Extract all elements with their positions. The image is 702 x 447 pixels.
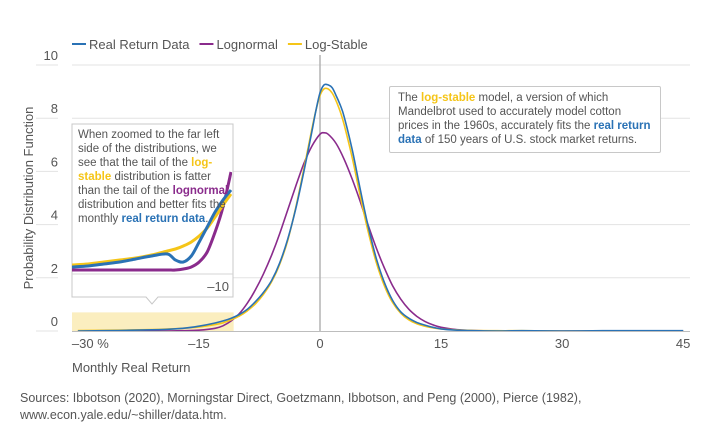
legend: Real Return Data Lognormal Log-Stable	[72, 37, 368, 52]
inset-box	[71, 123, 234, 305]
axes: 0 2 4 6 8 10 –30 % –15 0 15 30 45	[44, 48, 691, 351]
y-tick-label: 10	[44, 48, 58, 63]
legend-label: Lognormal	[216, 37, 278, 52]
sources-note: Sources: Ibbotson (2020), Morningstar Di…	[20, 390, 700, 424]
inset-annotation-text: When zoomed to the far left side of the …	[78, 128, 233, 226]
highlight-real-return: real return data	[121, 213, 206, 225]
log-stable-callout: The log-stable model, a version of which…	[389, 86, 661, 153]
y-tick-label: 6	[51, 154, 58, 169]
x-tick-label: –15	[188, 336, 210, 351]
inset-real-return-line	[72, 189, 232, 269]
callout-text: distribution is fatter than the tail of …	[78, 171, 211, 197]
callout-text: distribution and better fits the monthly	[78, 199, 226, 225]
y-tick-label: 2	[51, 261, 58, 276]
highlight-log-stable: log-stable	[421, 92, 476, 104]
sources-line-1: Sources: Ibbotson (2020), Morningstar Di…	[20, 391, 582, 405]
x-tick-label: 15	[434, 336, 448, 351]
y-tick-label: 0	[51, 314, 58, 329]
callout-text: of 150 years of U.S. stock market return…	[421, 134, 638, 146]
legend-label: Real Return Data	[89, 37, 190, 52]
inset-lognormal-line	[72, 171, 232, 272]
tail-highlight-region	[72, 312, 234, 331]
series-lines	[77, 83, 684, 332]
callout-text: When zoomed to the far left side of the …	[78, 129, 220, 169]
series-real-return-data-line	[77, 83, 684, 332]
legend-item: Lognormal	[199, 37, 278, 52]
x-tick-label: –30 %	[72, 336, 109, 351]
highlight-lognormal: lognormal	[172, 185, 229, 197]
legend-label: Log-Stable	[305, 37, 368, 52]
inset-log-stable-line	[72, 193, 232, 267]
sources-line-2: www.econ.yale.edu/~shiller/data.htm.	[20, 408, 227, 422]
y-tick-label: 4	[51, 208, 58, 223]
x-tick-label: 45	[676, 336, 690, 351]
y-axis-title: Probability Distribution Function	[21, 107, 36, 290]
x-axis-title: Monthly Real Return	[72, 360, 191, 375]
highlight-real-return: real return data	[398, 120, 651, 146]
legend-item: Log-Stable	[287, 37, 368, 52]
callout-text: .	[205, 213, 209, 225]
x-tick-label: 30	[555, 336, 569, 351]
callout-text: The	[398, 92, 422, 104]
callout-text: model, a version of which Mandelbrot use…	[398, 92, 622, 132]
inset-zoom-box: –10	[71, 123, 234, 305]
x-tick-label: 0	[316, 336, 323, 351]
legend-item: Real Return Data	[72, 37, 190, 52]
inset-x-tick-label: –10	[207, 279, 229, 294]
highlight-log-stable: log-stable	[78, 157, 213, 183]
y-tick-label: 8	[51, 101, 58, 116]
